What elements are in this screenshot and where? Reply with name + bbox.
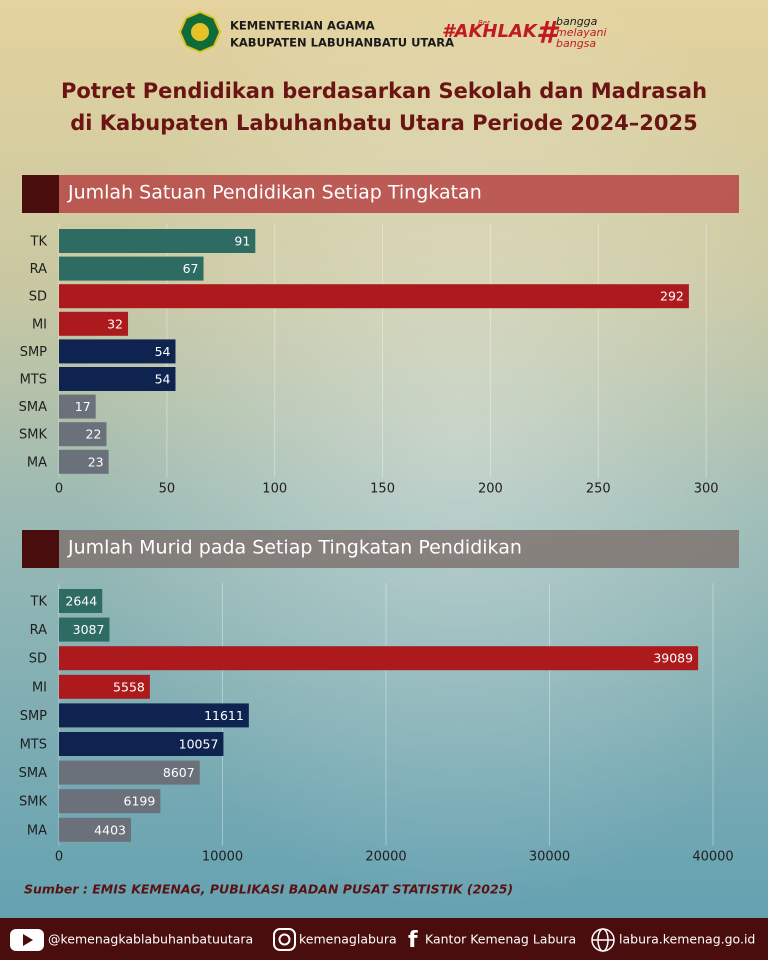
value-label: 91: [234, 234, 250, 249]
bar: [59, 367, 176, 391]
bar: [59, 311, 129, 336]
value-label: 54: [155, 344, 171, 359]
value-label: 23: [88, 454, 104, 469]
category-label: MTS: [20, 738, 47, 753]
category-label: SMA: [19, 400, 47, 415]
bangga-line: bangsa: [556, 37, 596, 50]
org-region: KABUPATEN LABUHANBATU UTARA: [230, 36, 454, 50]
value-label: 32: [107, 316, 123, 331]
value-label: 292: [660, 289, 684, 304]
bar: [59, 229, 256, 253]
value-label: 54: [155, 372, 171, 387]
value-label: 67: [183, 261, 199, 276]
section-accent: [22, 530, 59, 568]
category-label: SD: [29, 290, 47, 305]
web-icon: [591, 928, 615, 952]
instagram-icon: [273, 928, 296, 951]
category-label: MA: [27, 823, 47, 838]
bar: [59, 589, 103, 613]
ministry-logo: [178, 10, 222, 54]
section-header: [59, 530, 739, 568]
x-tick-label: 200: [478, 482, 503, 497]
facebook-icon: f: [408, 928, 418, 953]
akhlak-small: Ber: [478, 19, 491, 27]
youtube-handle[interactable]: @kemenagkablabuhanbatuutara: [48, 932, 253, 947]
bar: [59, 617, 110, 642]
category-label: MTS: [20, 373, 47, 388]
facebook-page[interactable]: Kantor Kemenag Labura: [425, 932, 576, 947]
category-label: RA: [30, 262, 48, 277]
bangga-line: bangga: [556, 15, 598, 28]
bar: [59, 339, 176, 364]
bar: [59, 732, 224, 756]
akhlak-logo: #AKHLAK: [442, 21, 539, 42]
value-label: 5558: [113, 679, 145, 694]
org-name: KEMENTERIAN AGAMA: [230, 19, 375, 33]
bangga-mark: #: [536, 16, 560, 51]
category-label: MA: [27, 455, 47, 470]
section-accent: [22, 175, 59, 213]
category-label: SMK: [19, 795, 47, 810]
bar: [59, 703, 249, 728]
x-tick-label: 20000: [365, 850, 406, 865]
bar: [59, 817, 131, 842]
bar: [59, 449, 109, 474]
bar: [59, 789, 161, 814]
x-tick-label: 0: [55, 482, 63, 497]
category-label: RA: [30, 623, 48, 638]
bangga-line: melayani: [556, 26, 607, 39]
bar: [59, 760, 200, 785]
instagram-handle[interactable]: kemenaglabura: [299, 932, 397, 947]
category-label: SD: [29, 652, 47, 667]
category-label: SMP: [20, 709, 47, 724]
footer-bar: [0, 918, 768, 960]
website[interactable]: labura.kemenag.go.id: [619, 932, 755, 947]
x-tick-label: 150: [370, 482, 395, 497]
category-label: SMA: [19, 766, 47, 781]
x-tick-label: 250: [586, 482, 611, 497]
x-tick-label: 30000: [529, 850, 570, 865]
value-label: 17: [75, 399, 91, 414]
section-title: Jumlah Murid pada Setiap Tingkatan Pendi…: [67, 537, 522, 559]
youtube-icon: [10, 929, 44, 951]
x-tick-label: 50: [159, 482, 176, 497]
x-tick-label: 300: [694, 482, 719, 497]
bar: [59, 284, 689, 309]
page-title: di Kabupaten Labuhanbatu Utara Periode 2…: [70, 111, 698, 135]
category-label: SMP: [20, 345, 47, 360]
value-label: 4403: [94, 822, 126, 837]
category-label: TK: [30, 235, 48, 250]
bar: [59, 256, 204, 281]
page-title: Potret Pendidikan berdasarkan Sekolah da…: [61, 79, 707, 103]
value-label: 10057: [179, 737, 219, 752]
x-tick-label: 0: [55, 850, 63, 865]
value-label: 3087: [73, 622, 105, 637]
value-label: 11611: [204, 708, 244, 723]
bar: [59, 674, 150, 699]
value-label: 6199: [124, 794, 156, 809]
category-label: MI: [32, 680, 47, 695]
value-label: 22: [86, 427, 102, 442]
bar: [59, 394, 96, 419]
x-tick-label: 40000: [692, 850, 733, 865]
value-label: 8607: [163, 765, 195, 780]
bar: [59, 646, 699, 671]
category-label: SMK: [19, 428, 47, 443]
value-label: 39089: [653, 651, 693, 666]
source-note: Sumber : EMIS KEMENAG, PUBLIKASI BADAN P…: [24, 882, 513, 897]
x-tick-label: 10000: [202, 850, 243, 865]
section-header: [59, 175, 739, 213]
bar: [59, 422, 107, 447]
x-tick-label: 100: [262, 482, 287, 497]
category-label: TK: [30, 595, 48, 610]
value-label: 2644: [65, 594, 97, 609]
section-title: Jumlah Satuan Pendidikan Setiap Tingkata…: [67, 182, 482, 204]
category-label: MI: [32, 317, 47, 332]
